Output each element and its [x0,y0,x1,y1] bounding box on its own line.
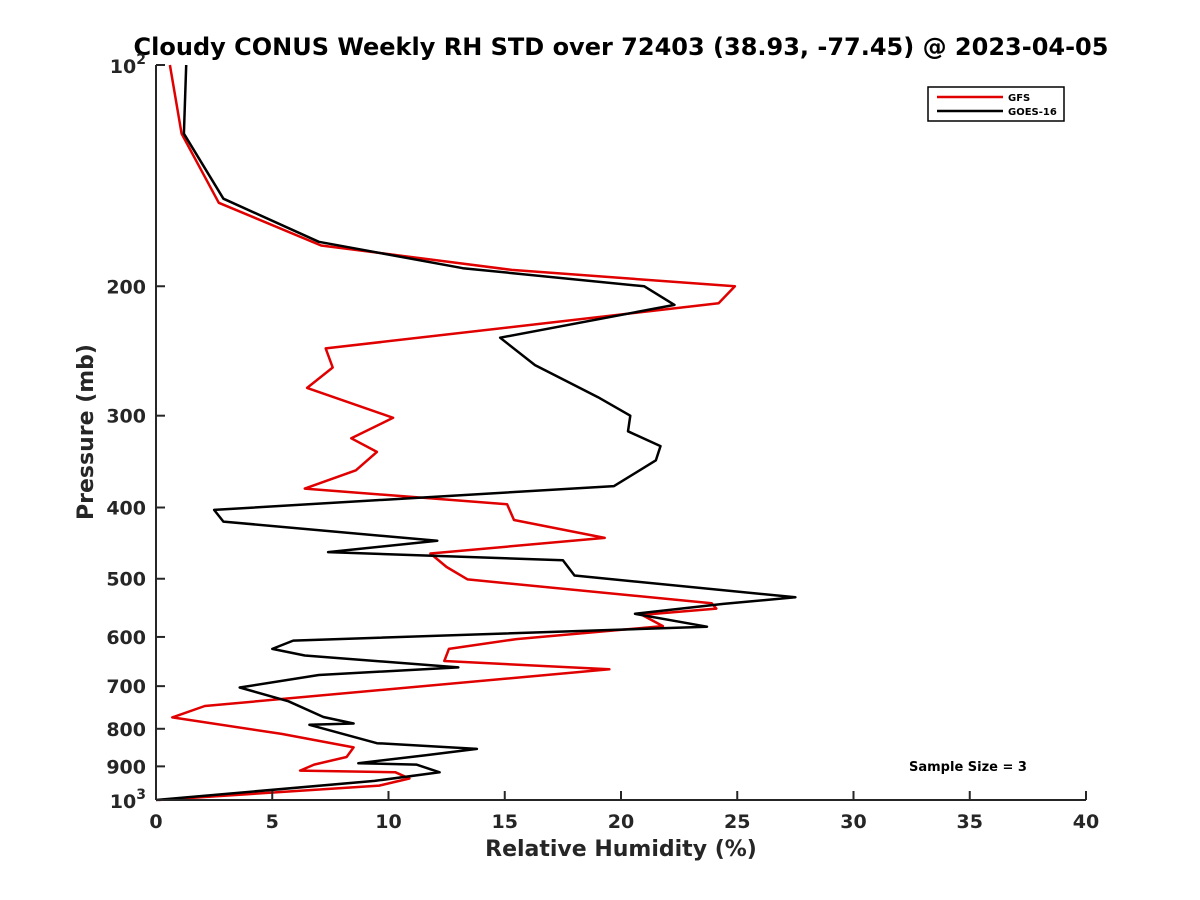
series-line-gfs [158,64,737,802]
y-axis-label: Pressure (mb) [74,344,99,520]
y-tick-label: 700 [106,676,146,698]
x-tick-label: 30 [840,811,866,833]
y-tick-label: 200 [106,276,146,298]
x-tick-label: 15 [492,811,518,833]
x-tick-label: 35 [957,811,983,833]
x-tick-label: 40 [1073,811,1099,833]
x-tick-label: 20 [608,811,634,833]
y-tick-label: 400 [106,498,146,520]
legend-label-gfs: GFS [1008,93,1030,104]
legend-box [927,86,1065,122]
x-tick-label: 5 [266,811,279,833]
x-axis-label: Relative Humidity (%) [485,837,757,862]
x-tick-label: 0 [149,811,162,833]
y-tick-label: 300 [106,406,146,428]
y-tick-label: 600 [106,627,146,649]
x-tick-label: 25 [724,811,750,833]
chart-title: Cloudy CONUS Weekly RH STD over 72403 (3… [134,33,1109,61]
series-layer [155,64,797,802]
y-tick-label: 800 [106,719,146,741]
series-line-goes16 [155,64,797,802]
y-tick-label: 500 [106,569,146,591]
legend: GFS GOES-16 [927,86,1065,122]
sample-size-annotation: Sample Size = 3 [909,760,1027,775]
x-tick-label: 10 [375,811,401,833]
y-tick-label: 900 [106,756,146,778]
legend-label-goes16: GOES-16 [1008,107,1057,118]
x-ticks: 0 5 10 15 20 25 30 35 40 [149,791,1099,833]
